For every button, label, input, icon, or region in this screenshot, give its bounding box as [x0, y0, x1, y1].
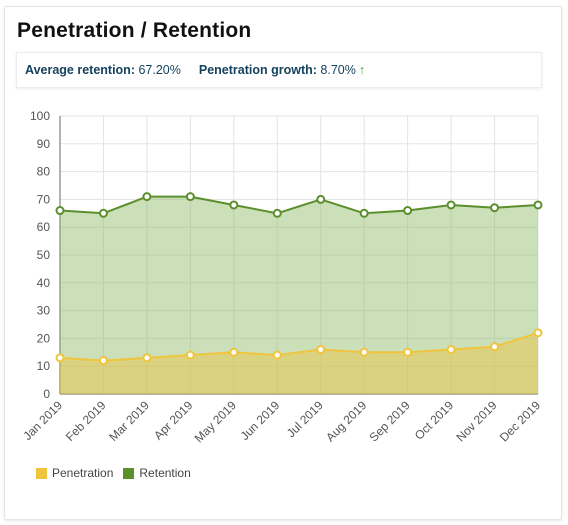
stats-bar: Average retention: 67.20% Penetration gr…	[16, 52, 542, 88]
y-tick-label: 20	[37, 331, 51, 345]
x-tick-label: Apr 2019	[151, 398, 196, 443]
x-tick-label: Dec 2019	[497, 398, 543, 444]
y-tick-label: 10	[37, 359, 51, 373]
y-tick-label: 40	[37, 276, 51, 290]
penetration-point	[98, 356, 108, 366]
average-retention-value: 67.20%	[138, 63, 181, 77]
retention-point	[272, 208, 282, 218]
legend-item-penetration[interactable]: Penetration	[36, 466, 113, 480]
retention-point	[142, 192, 152, 202]
y-tick-label: 50	[37, 248, 51, 262]
penetration-point	[185, 350, 195, 360]
y-tick-label: 80	[37, 165, 51, 179]
penetration-point	[446, 345, 456, 355]
page-title: Penetration / Retention	[17, 19, 252, 42]
x-tick-label: Sep 2019	[367, 398, 413, 444]
retention-point	[446, 200, 456, 210]
y-tick-label: 0	[43, 387, 50, 401]
penetration-area	[60, 332, 538, 394]
x-tick-label: Feb 2019	[63, 398, 109, 444]
y-tick-label: 60	[37, 220, 51, 234]
retention-point	[533, 200, 543, 210]
retention-point	[490, 203, 500, 213]
retention-point	[403, 206, 413, 216]
retention-point	[316, 194, 326, 204]
legend-label-retention: Retention	[139, 466, 191, 480]
retention-point	[185, 192, 195, 202]
penetration-growth-label: Penetration growth:	[198, 63, 317, 77]
legend-swatch-retention	[123, 467, 135, 479]
penetration-point	[55, 353, 65, 363]
x-tick-label: Oct 2019	[412, 398, 457, 443]
penetration-point	[316, 345, 326, 355]
y-tick-label: 100	[30, 109, 50, 123]
y-tick-label: 90	[37, 137, 51, 151]
y-tick-label: 70	[37, 192, 51, 206]
penetration-point	[403, 347, 413, 357]
retention-area	[60, 196, 538, 394]
penetration-growth-stat: Penetration growth: 8.70% ↑	[199, 63, 365, 77]
legend: Penetration Retention	[36, 466, 201, 480]
penetration-growth-value: 8.70%	[320, 63, 356, 77]
legend-label-penetration: Penetration	[52, 466, 114, 480]
legend-item-retention[interactable]: Retention	[123, 466, 191, 480]
penetration-point	[272, 350, 282, 360]
x-tick-label: Jun 2019	[238, 398, 283, 443]
retention-point	[98, 208, 108, 218]
x-tick-label: May 2019	[192, 398, 239, 445]
retention-point	[55, 206, 65, 216]
average-retention-stat: Average retention: 67.20%	[25, 63, 181, 77]
x-tick-label: Mar 2019	[106, 398, 152, 444]
penetration-point	[229, 347, 239, 357]
penetration-point	[142, 353, 152, 363]
penetration-point	[359, 347, 369, 357]
x-tick-label: Jul 2019	[284, 398, 326, 440]
chart-card	[4, 6, 562, 520]
x-tick-label: Nov 2019	[453, 398, 499, 444]
x-tick-label: Jan 2019	[20, 398, 65, 443]
legend-swatch-penetration	[36, 467, 47, 479]
penetration-point	[533, 328, 543, 338]
arrow-up-icon: ↑	[358, 63, 366, 77]
y-tick-label: 30	[37, 304, 51, 318]
retention-line	[59, 195, 539, 215]
penetration-line	[59, 331, 539, 362]
retention-point	[359, 208, 369, 218]
average-retention-label: Average retention:	[25, 63, 135, 77]
penetration-point	[490, 342, 500, 352]
retention-point	[229, 200, 239, 210]
x-tick-label: Aug 2019	[323, 398, 369, 444]
